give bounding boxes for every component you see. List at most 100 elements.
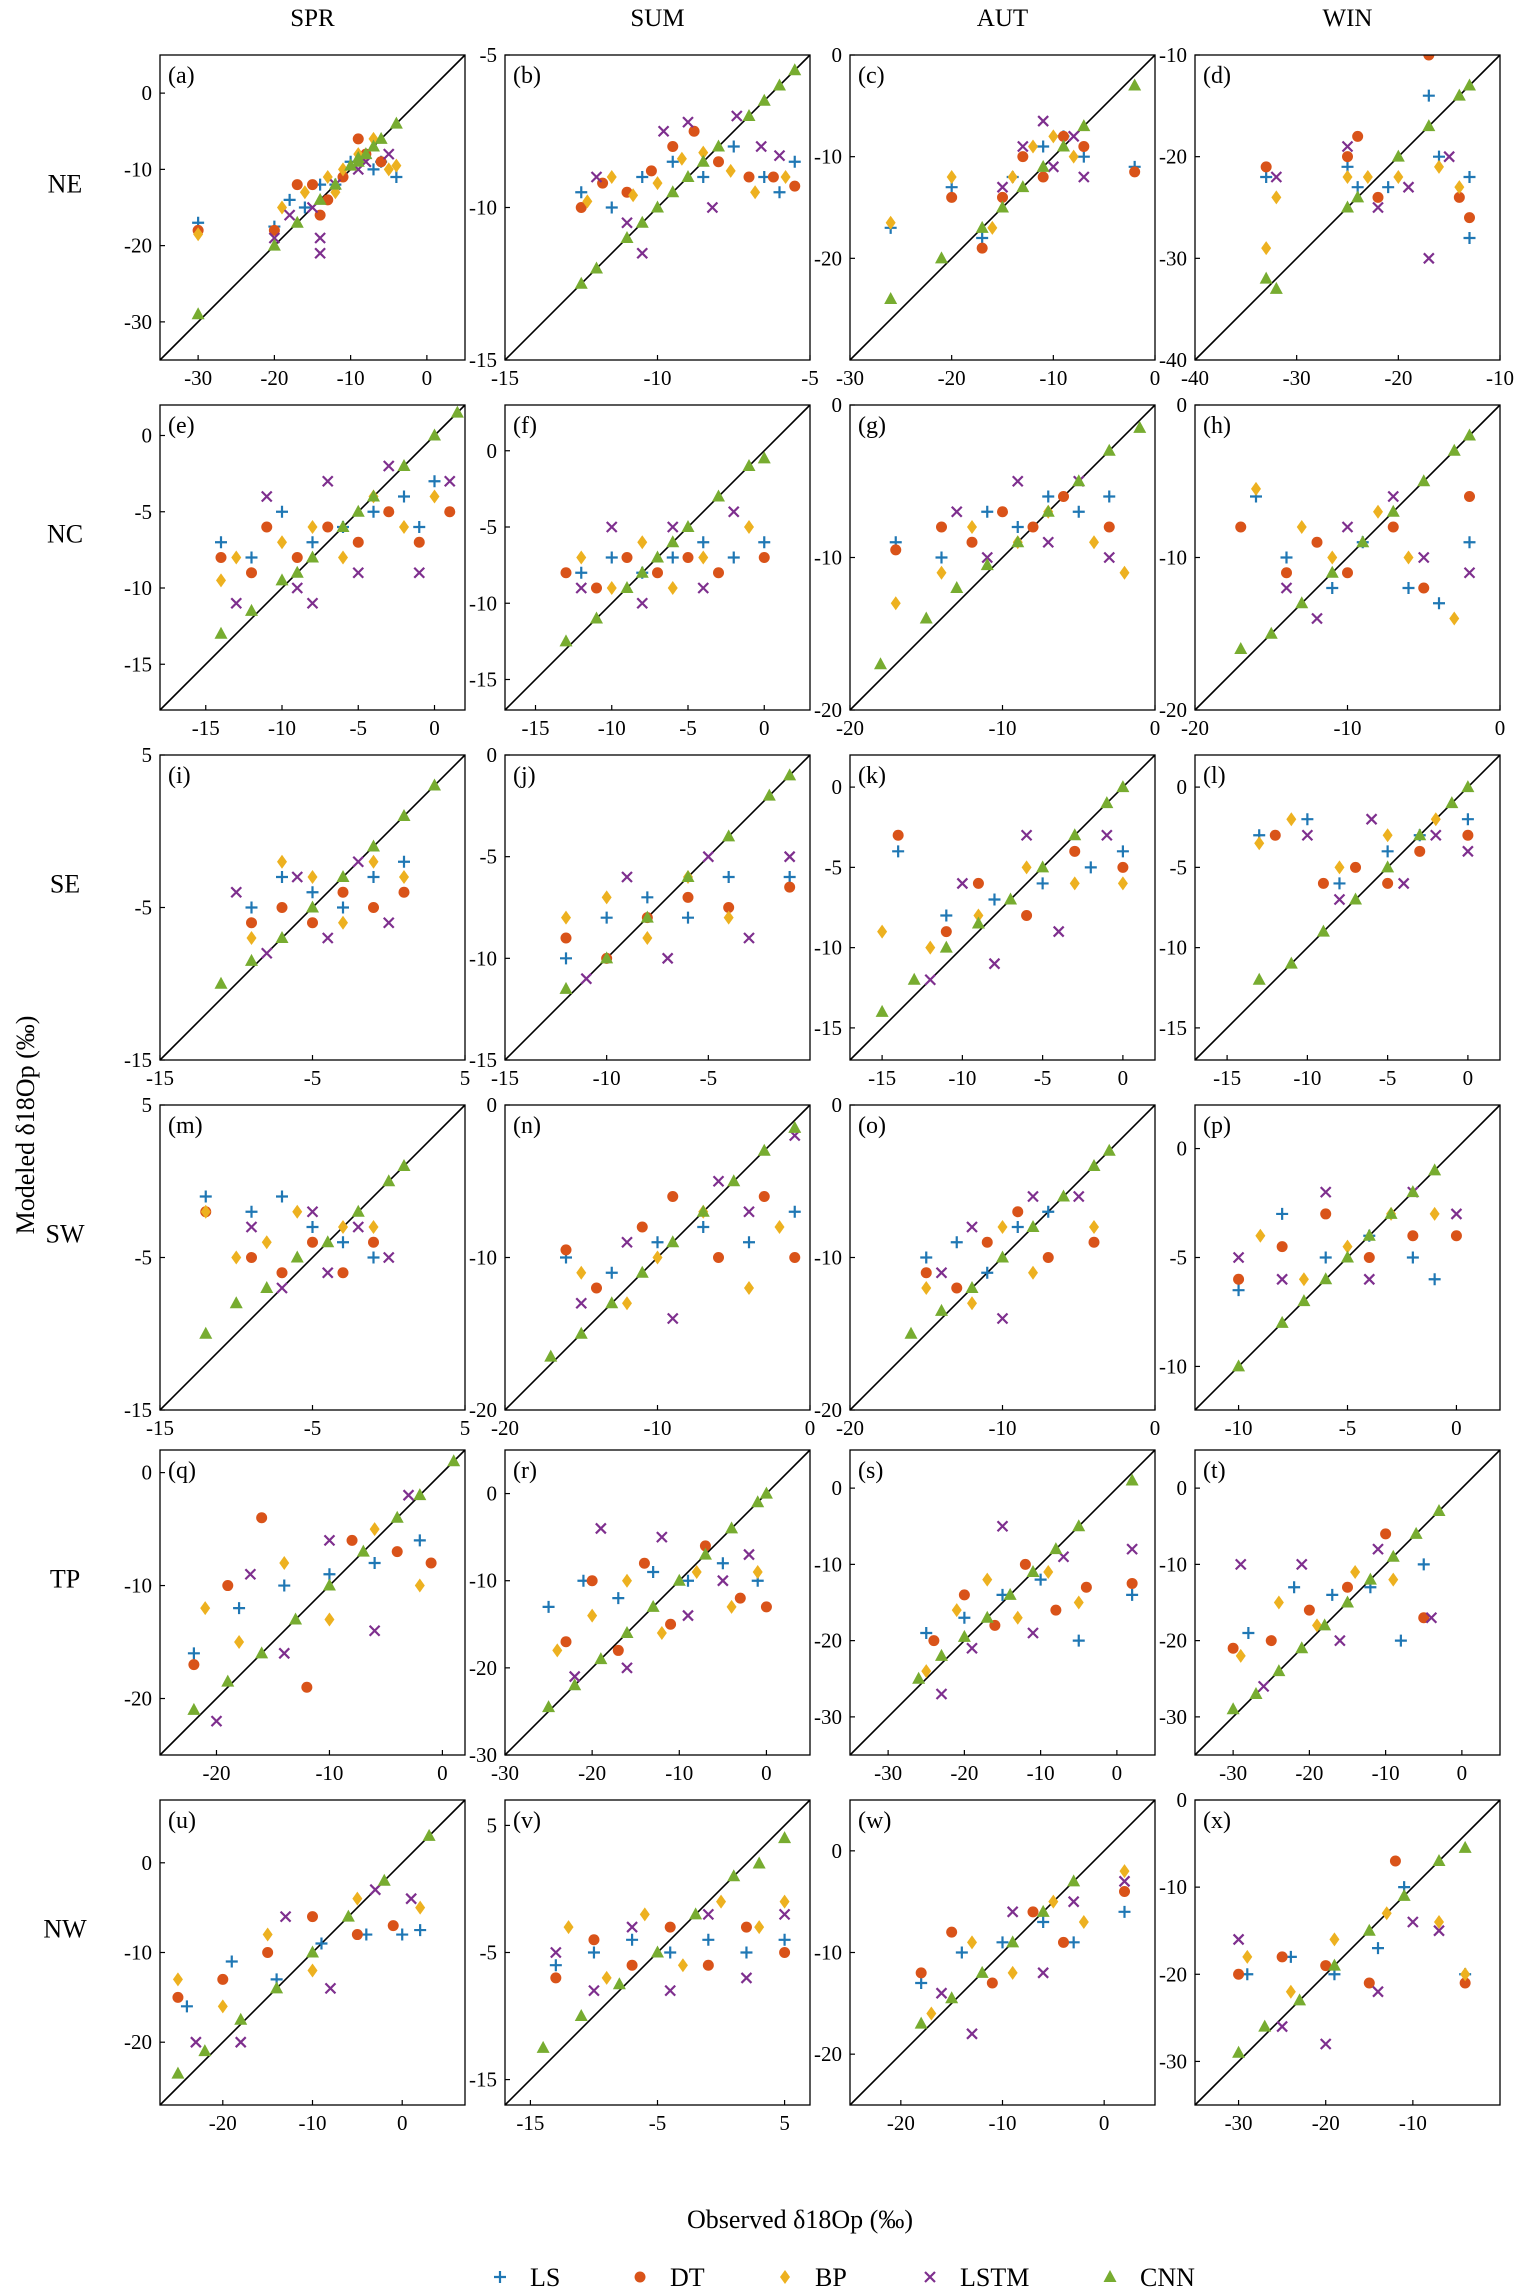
point-bp [279,1555,290,1570]
point-ls [636,171,649,183]
point-dt [1389,1855,1401,1867]
point-lstm [1042,536,1055,549]
point-lstm [1341,140,1354,153]
point-bp [1382,828,1393,843]
point-bp [726,1599,737,1614]
x-tick-label: -10 [989,716,1017,740]
point-cnn [1432,1854,1446,1866]
point-cnn [1234,642,1248,654]
point-cnn [574,276,588,289]
y-tick-label: -20 [1159,1629,1187,1653]
point-bp [1327,550,1338,565]
point-dt [664,1921,676,1933]
axes-box [849,54,1156,361]
point-ls [1382,181,1395,194]
point-ls [587,1946,600,1959]
panel-h: -20 -10 0 0 -10 -20 (h) [1159,393,1505,740]
point-bp [652,1250,663,1265]
panel-tag: (o) [858,1113,886,1139]
point-ls [1037,140,1050,153]
point-bp [622,1573,632,1588]
y-tick-label: -30 [124,310,152,334]
point-dt [1235,521,1247,533]
panel-w: -20 -10 0 0 -10 -20 (w) [814,1799,1156,2135]
point-dt [997,506,1008,518]
x-tick-label: -5 [1034,1066,1052,1090]
points [559,451,771,647]
point-cnn [919,611,933,624]
point-ls [1406,1251,1419,1264]
point-lstm [1103,551,1116,564]
point-cnn [397,459,411,471]
point-lstm [402,1489,415,1501]
point-cnn [1325,565,1339,578]
point-cnn [428,778,441,791]
point-bp [890,596,901,611]
y-tick-label: -20 [814,1398,842,1422]
legend-item-cnn: CNN [1103,2263,1195,2292]
point-cnn [1275,1315,1289,1328]
one-to-one-line [1194,404,1501,711]
panel-tag: (h) [1203,413,1231,439]
point-ls [778,1933,791,1946]
point-dt [246,567,257,579]
x-tick-label: -15 [1213,1066,1241,1090]
point-ls [647,1566,660,1578]
panel-t: -30 -20 -10 0 0 -10 -20 -30 (t) [1159,1449,1501,1785]
point-dt [760,1601,772,1613]
point-dt [1414,845,1426,857]
point-cnn [1295,1641,1309,1654]
point-cnn [198,2044,212,2057]
point-cnn [1272,1664,1286,1677]
points [544,1120,802,1362]
point-cnn [651,200,664,213]
point-ls [390,171,403,183]
point-bp [691,1565,702,1579]
x-axis-title: Observed δ18Op (‰) [687,2205,913,2234]
point-cnn [1386,504,1400,517]
point-lstm [783,850,796,863]
point-lstm [352,855,365,868]
point-lstm [1020,829,1033,842]
point-lstm [352,566,365,579]
panel-g: -20 -10 0 0 -10 -20 (g) [814,393,1160,740]
point-bp [997,1220,1008,1234]
point-dt [261,521,273,533]
point-cnn [1067,1874,1081,1887]
point-bp [1273,1595,1284,1610]
x-tick-label: 5 [460,1416,471,1440]
point-cnn [322,1578,336,1591]
point-ls [1333,877,1346,890]
point-ls [1394,1634,1407,1647]
point-dt [1126,1577,1138,1589]
point-cnn [1284,956,1298,969]
x-tick-label: 5 [779,2111,790,2135]
point-dt [981,1236,993,1248]
point-dt [997,191,1008,203]
y-tick-label: -10 [124,1941,152,1965]
point-dt [591,1282,602,1294]
season-label-sum: SUM [630,5,684,32]
point-dt [322,521,334,533]
x-tick-label: -20 [1295,1761,1323,1785]
y-tick-label: -10 [124,576,152,600]
points [214,778,441,989]
point-ls [976,232,989,244]
point-bp [277,854,287,869]
point-dt [966,536,978,548]
point-cnn [757,451,771,464]
legend-marker-dt [634,2271,646,2283]
point-bp [752,1565,763,1579]
point-ls [981,1266,994,1279]
one-to-one-line [504,754,811,1061]
x-tick-label: -5 [1379,1066,1397,1090]
point-dt [1260,161,1272,173]
point-cnn [651,550,664,563]
y-tick-label: -5 [480,43,498,67]
point-ls [1463,232,1476,244]
x-tick-label: -10 [989,2111,1017,2135]
point-ls [367,163,380,176]
x-tick-label: -10 [989,1416,1017,1440]
point-lstm [1006,1906,1019,1918]
legend-marker-cnn [1103,2270,1117,2282]
